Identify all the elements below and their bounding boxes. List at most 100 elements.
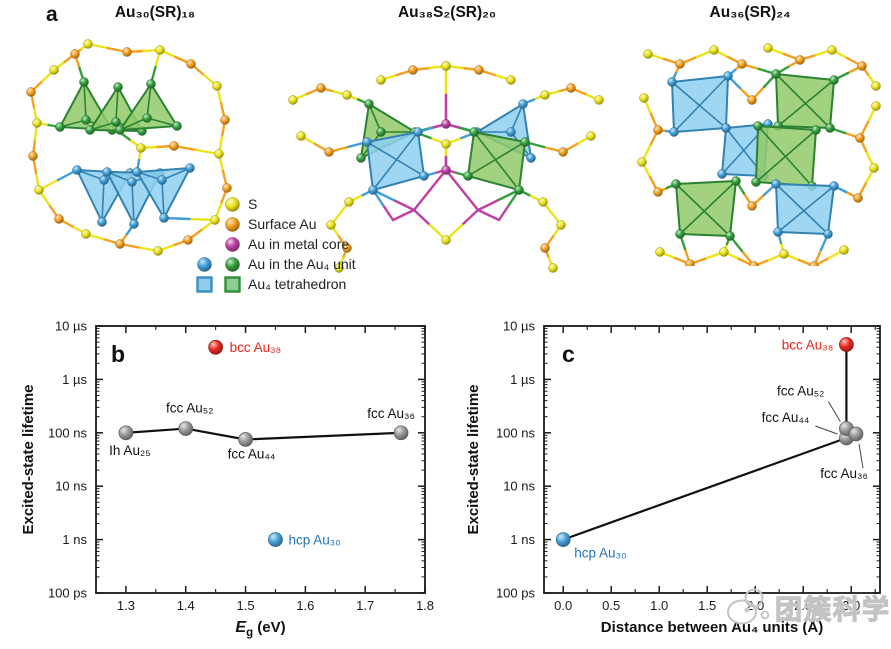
au4-atom — [97, 217, 107, 227]
atom-M — [441, 165, 451, 175]
au4-atom — [514, 185, 524, 195]
atom-Y — [34, 185, 44, 195]
atom-Y — [376, 75, 386, 85]
x-tick-label: 3.0 — [842, 598, 860, 613]
legend-item-label: Au in the Au₄ unit — [248, 256, 356, 272]
y-tick-label: 100 ps — [48, 586, 88, 601]
atom-Y — [869, 163, 879, 173]
atom-O — [795, 55, 805, 65]
x-axis-title: Distance between Au₄ units (Å) — [601, 619, 823, 636]
y-tick-label: 100 ps — [496, 586, 536, 601]
atom-O — [737, 59, 747, 69]
atom-O — [54, 214, 64, 224]
atom-Y — [334, 263, 344, 273]
y-tick-label: 1 µs — [510, 372, 535, 387]
x-tick-label: 2.0 — [746, 598, 764, 613]
au4-atom — [463, 171, 473, 181]
au4-atom — [113, 82, 123, 92]
x-tick-label: 1.5 — [237, 598, 255, 613]
x-axis-title: Eg (eV) — [235, 619, 285, 639]
plot-frame — [95, 325, 426, 594]
y-tick-label: 10 ns — [503, 479, 535, 494]
atom-Y — [136, 143, 146, 153]
atom-Y — [586, 131, 596, 141]
legend-blue-square-icon — [196, 275, 213, 293]
au30-structure-diagram — [26, 39, 232, 256]
data-point-fcc-au₃₆ — [393, 425, 409, 441]
au4-atom — [526, 153, 536, 163]
au4-atom — [368, 185, 378, 195]
y-axis-ticks: 10 µs 1 µs 100 ns 10 ns 1 ns 100 ps — [48, 319, 425, 601]
au4-atom — [753, 121, 763, 131]
chart-lifetime-vs-eg: 1.3 1.4 1.5 1.6 1.7 1.8 10 µs 1 µs 100 ns 10 ns 1 … — [20, 319, 434, 640]
legend-item-label: S — [248, 196, 258, 212]
atom-Y — [225, 196, 240, 212]
atom-O — [169, 141, 179, 151]
atom-O — [857, 61, 867, 71]
atom-O — [342, 243, 352, 253]
legend-yellow-sphere-icon — [225, 196, 240, 212]
atom-M — [441, 119, 451, 129]
au4-atom — [127, 177, 137, 187]
legend-blue-sphere-icon — [197, 256, 212, 272]
data-point-label: bcc Au₃₈ — [230, 340, 282, 355]
chart-lifetime-vs-distance: 0.0 0.5 1.0 1.5 2.0 2.5 3.0 10 µs 1 µs 100 ns 10 n… — [465, 319, 881, 636]
atom-Y — [643, 49, 653, 59]
y-axis-ticks: 10 µs 1 µs 100 ns 10 ns 1 ns 100 ps — [496, 319, 880, 601]
legend-item: Au in the Au₄ unit — [196, 254, 356, 274]
au4-atom — [79, 77, 89, 87]
atom-Y — [556, 220, 566, 230]
x-axis-ticks: 1.3 1.4 1.5 1.6 1.7 1.8 — [95, 326, 434, 613]
atom-Y — [81, 229, 91, 239]
data-point-label: fcc Au₅₂ — [166, 401, 213, 416]
atom-Y — [344, 197, 354, 207]
data-point-bcc-au₃₈ — [208, 339, 223, 355]
au4-atom — [111, 117, 121, 127]
au4-atom — [771, 69, 781, 79]
atom-Y — [155, 45, 165, 55]
atom-Y — [763, 43, 773, 53]
data-point-label: fcc Au₃₆ — [367, 406, 415, 421]
atom-Y — [655, 247, 665, 257]
au4-atom — [751, 177, 761, 187]
au4-atom — [81, 115, 91, 125]
plot-frame — [543, 325, 881, 594]
x-tick-label: 1.7 — [356, 598, 374, 613]
atom-Y — [83, 39, 93, 49]
data-point-ih-au₂₅ — [118, 425, 134, 441]
atom-G — [225, 256, 240, 272]
au4-atom — [717, 169, 727, 179]
atom-Y — [637, 157, 647, 167]
data-point-fcc-au₃₆ — [848, 426, 864, 442]
au4-atom — [469, 127, 479, 137]
au4-atom — [129, 219, 139, 229]
atom-Y — [827, 45, 837, 55]
x-tick-label: 1.3 — [117, 598, 135, 613]
atom-Y — [49, 65, 59, 75]
data-point-hcp-au₃₀ — [555, 532, 571, 547]
label-leader-line — [815, 425, 838, 435]
atom-Y — [639, 93, 649, 103]
structure-legend: S Surface Au Au in metal core Au in the Au₄… — [196, 194, 361, 296]
atom-O — [115, 239, 125, 249]
atom-O — [324, 147, 334, 157]
au4-atom — [172, 121, 182, 131]
au4-atom — [518, 99, 528, 109]
x-tick-label: 1.4 — [177, 598, 195, 613]
au4-atom — [669, 127, 679, 137]
atom-O — [186, 59, 196, 69]
atom-O — [653, 125, 663, 135]
panel-c-label: c — [562, 341, 575, 367]
atom-Y — [779, 249, 789, 259]
y-tick-label: 100 ns — [48, 425, 88, 440]
data-line — [562, 436, 847, 541]
atom-Y — [871, 101, 881, 111]
y-axis-title: Excited-state lifetime — [465, 384, 482, 534]
au4-atom — [99, 175, 109, 185]
au4-atom — [364, 99, 374, 109]
atom-Y — [839, 245, 849, 255]
au4-atom — [723, 71, 733, 81]
y-tick-label: 10 µs — [55, 319, 88, 334]
atom-O — [747, 95, 757, 105]
